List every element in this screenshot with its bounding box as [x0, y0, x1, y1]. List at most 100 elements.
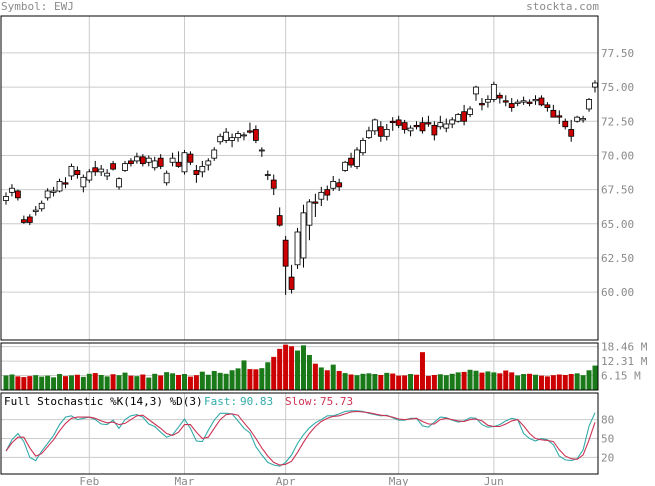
- volume-bar: [51, 377, 57, 390]
- volume-bar: [425, 375, 431, 390]
- candle-body: [38, 202, 45, 210]
- volume-bar: [568, 374, 574, 390]
- candle-body: [270, 179, 277, 189]
- candle-body: [562, 120, 569, 128]
- volume-bar: [295, 350, 301, 390]
- candle-body: [128, 160, 134, 165]
- volume-bar: [384, 372, 390, 390]
- candle-body: [151, 160, 158, 169]
- candle-body: [68, 165, 75, 177]
- volume-bar: [283, 344, 289, 390]
- volume-bar: [300, 345, 306, 390]
- candle-body: [175, 161, 182, 167]
- volume-bar: [402, 375, 408, 390]
- volume-bar: [408, 374, 414, 390]
- candle-body: [467, 108, 473, 115]
- volume-bar: [533, 374, 539, 390]
- candle-body: [9, 187, 15, 193]
- candle-body: [461, 111, 468, 122]
- volume-bar: [467, 369, 473, 390]
- candle-body: [318, 191, 325, 200]
- volume-bar: [223, 373, 229, 390]
- volume-bar: [45, 375, 51, 390]
- candle-body: [252, 129, 259, 141]
- fast-value: 90.83: [240, 395, 273, 408]
- volume-bar: [550, 375, 556, 390]
- volume-bar: [39, 376, 45, 390]
- candle-body: [44, 190, 51, 199]
- volume-bar: [187, 376, 193, 390]
- volume-bar: [562, 374, 568, 390]
- volume-bar: [217, 372, 223, 390]
- volume-bar: [491, 372, 497, 390]
- candle-body: [330, 181, 337, 189]
- candle-body: [145, 157, 152, 163]
- candle-body: [223, 131, 230, 141]
- volume-bar: [134, 376, 140, 390]
- candle-body: [217, 135, 224, 143]
- candle-body: [211, 149, 218, 159]
- volume-bar: [443, 375, 449, 390]
- volume-bar: [128, 375, 134, 390]
- price-tick-label: 75.00: [601, 81, 634, 94]
- candle-body: [3, 196, 9, 201]
- volume-bar: [235, 368, 241, 390]
- volume-bar: [86, 373, 92, 390]
- candle-body: [377, 126, 384, 137]
- price-tick-label: 72.50: [601, 115, 634, 128]
- candle-body: [568, 129, 575, 137]
- candle-body: [62, 182, 69, 185]
- volume-bar: [580, 375, 586, 390]
- candle-body: [163, 172, 170, 184]
- volume-bar: [485, 371, 491, 390]
- candle-body: [592, 82, 598, 88]
- volume-bar: [3, 375, 9, 390]
- candle-body: [455, 114, 462, 122]
- volume-bar: [92, 373, 98, 390]
- candle-body: [419, 122, 426, 132]
- volume-bar: [27, 376, 33, 390]
- volume-bar: [181, 374, 187, 390]
- candle-body: [229, 137, 235, 141]
- candle-body: [247, 130, 253, 133]
- candle-body: [241, 134, 247, 137]
- candle-body: [580, 118, 587, 121]
- volume-bar: [354, 375, 360, 390]
- fast-label: Fast:: [204, 395, 237, 408]
- candle-body: [479, 103, 485, 106]
- candle-body: [26, 216, 33, 223]
- volume-bar: [193, 375, 199, 390]
- stochastic-tick-label: 50: [601, 433, 614, 446]
- candle-body: [371, 119, 378, 132]
- volume-bar: [342, 373, 348, 390]
- volume-bar: [515, 375, 521, 390]
- candle-body: [526, 101, 533, 104]
- volume-bar: [170, 373, 176, 390]
- candle-body: [354, 149, 360, 167]
- candle-body: [288, 276, 295, 290]
- candle-body: [574, 116, 581, 122]
- volume-bar: [146, 377, 152, 390]
- volume-bar: [80, 376, 86, 390]
- volume-bar: [253, 369, 259, 390]
- volume-bar: [366, 373, 372, 390]
- x-axis-label: Mar: [175, 475, 195, 486]
- volume-tick-label: 6.15 M: [601, 370, 641, 383]
- candle-body: [258, 149, 265, 152]
- candle-body: [502, 100, 509, 103]
- candle-body: [407, 127, 414, 132]
- volume-bar: [318, 367, 324, 390]
- volume-bar: [479, 372, 485, 390]
- volume-bar: [241, 360, 247, 390]
- volume-bar: [15, 376, 21, 390]
- volume-bar: [33, 375, 39, 390]
- candle-body: [110, 163, 116, 170]
- candle-body: [294, 231, 301, 266]
- volume-bar: [312, 363, 318, 390]
- candle-body: [181, 152, 188, 173]
- volume-bar: [229, 370, 235, 390]
- candle-body: [425, 122, 432, 125]
- volume-bar: [74, 374, 80, 390]
